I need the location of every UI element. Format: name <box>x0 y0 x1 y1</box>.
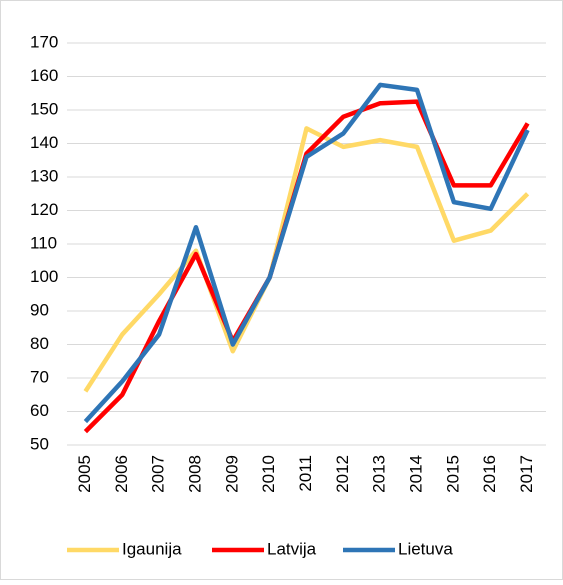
series-line <box>83 82 530 424</box>
y-tick-label: 90 <box>30 300 49 319</box>
x-tick-label: 2008 <box>185 455 204 493</box>
x-tick-label: 2011 <box>296 455 315 492</box>
series-line <box>83 99 530 434</box>
y-tick-label: 70 <box>30 367 49 386</box>
x-tick-label: 2009 <box>222 455 241 493</box>
x-tick-label: 2013 <box>370 455 389 493</box>
y-tick-label: 140 <box>30 133 58 152</box>
y-tick-label: 80 <box>30 334 49 353</box>
y-tick-label: 150 <box>30 99 58 118</box>
x-tick-label: 2010 <box>259 455 278 493</box>
y-tick-label: 110 <box>30 233 57 252</box>
y-tick-label: 160 <box>30 66 58 85</box>
x-tick-label: 2007 <box>149 455 168 493</box>
x-tick-label: 2005 <box>75 455 94 493</box>
x-tick-label: 2015 <box>443 455 462 493</box>
x-tick-label: 2012 <box>333 455 352 493</box>
legend-label: Igaunija <box>122 539 182 558</box>
x-tick-label: 2016 <box>480 455 499 493</box>
y-tick-label: 50 <box>30 434 49 453</box>
series-line <box>83 126 530 393</box>
legend-label: Lietuva <box>398 539 453 558</box>
legend-label: Latvija <box>267 539 317 558</box>
x-tick-label: 2017 <box>517 455 536 493</box>
y-tick-label: 170 <box>30 32 58 51</box>
x-tick-label: 2014 <box>407 455 426 493</box>
y-tick-label: 100 <box>30 267 58 286</box>
y-tick-label: 130 <box>30 166 58 185</box>
y-tick-label: 60 <box>30 401 49 420</box>
x-tick-label: 2006 <box>112 455 131 493</box>
y-tick-label: 120 <box>30 200 58 219</box>
